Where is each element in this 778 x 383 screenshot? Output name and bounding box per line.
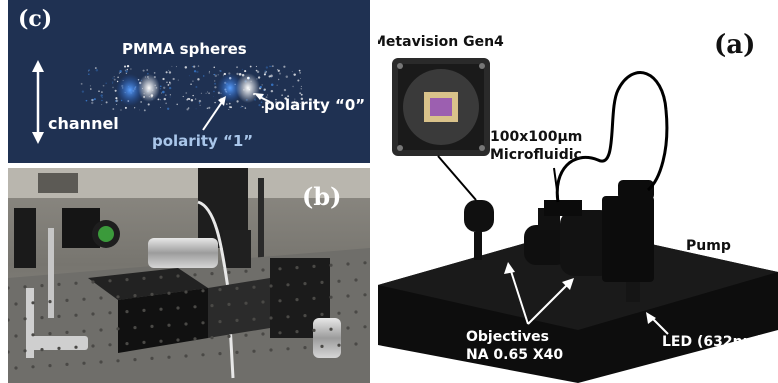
sphere-left-white [138, 74, 160, 102]
table-holes [8, 261, 367, 370]
objectives-pointer-1 [509, 267, 529, 325]
microfluidic-label-line2: Microfluidic [490, 147, 582, 163]
sphere-right-blue [217, 73, 243, 103]
polarity-zero-pointer-head [254, 93, 264, 100]
sphere-left-blue [116, 74, 144, 106]
objectives-pointer-2 [527, 281, 571, 325]
channel-label: channel [48, 114, 119, 133]
panel-c-label: (c) [18, 6, 53, 32]
panel-a-label: (a) [714, 30, 756, 60]
channel-arrow-head-up [32, 60, 44, 72]
panel-b-label: (b) [302, 182, 342, 211]
microfluidic-label-line1: 100x100µm [490, 129, 583, 145]
polarity-zero-label: polarity “0” [264, 96, 366, 114]
objective-left [524, 225, 568, 265]
sphere-illustration [32, 60, 304, 144]
polarity-one-label: polarity “1” [152, 132, 254, 150]
microfluidic-label: 100x100µm Microfluidic [490, 128, 582, 164]
objective-right [560, 210, 614, 276]
microfluidic-chip [544, 200, 582, 216]
panel-c-microscopy: (c) PMMA spheres channel polarity “1” po… [8, 0, 370, 163]
xyz-stage-front [118, 288, 208, 353]
optical-bench-photo [8, 168, 370, 383]
sphere-right-white [236, 73, 260, 103]
polarity-one-pointer [202, 101, 223, 131]
pump-label: Pump [686, 238, 731, 254]
led-label: LED (632nm) [662, 334, 764, 350]
objective-tube [148, 238, 218, 268]
camera-label: Metavision Gen4 [378, 34, 504, 50]
camera-mount [464, 200, 494, 232]
objectives-label-line1: Objectives [466, 329, 549, 345]
panel-a-schematic: (a) Metavision Gen4 100x100µm Microfluid… [378, 0, 778, 383]
objectives-label: Objectives NA 0.65 X40 [466, 328, 563, 364]
objectives-label-line2: NA 0.65 X40 [466, 347, 564, 363]
camera-pointer [437, 155, 477, 201]
pump-tubing [555, 71, 669, 203]
micrometer-left [28, 336, 88, 350]
setup-schematic [378, 58, 778, 383]
panel-b-photo: (b) [8, 168, 370, 383]
sensor-chip [430, 98, 452, 116]
green-filter [98, 226, 114, 242]
pmma-title: PMMA spheres [122, 40, 247, 58]
micrometer-right [313, 318, 341, 358]
pump-body [602, 196, 654, 282]
led-module [626, 282, 640, 302]
polarity-one-pointer-head [218, 96, 226, 106]
channel-arrow-head-down [32, 132, 44, 144]
